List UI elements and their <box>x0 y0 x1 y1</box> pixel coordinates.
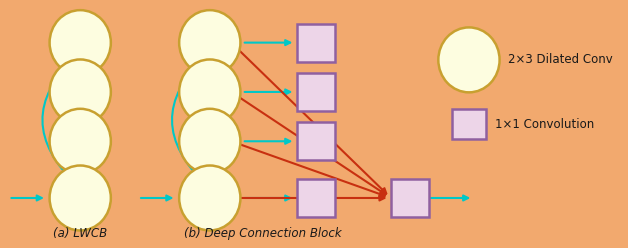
Text: (b) Deep Connection Block: (b) Deep Connection Block <box>184 227 342 240</box>
Text: (a) LWCB: (a) LWCB <box>53 227 107 240</box>
Ellipse shape <box>179 109 241 174</box>
Ellipse shape <box>438 28 500 92</box>
Ellipse shape <box>179 165 241 230</box>
Ellipse shape <box>50 10 111 75</box>
Text: 2×3 Dilated Conv: 2×3 Dilated Conv <box>509 53 613 66</box>
Ellipse shape <box>50 60 111 124</box>
Ellipse shape <box>179 10 241 75</box>
Bar <box>391 179 429 217</box>
Bar <box>296 73 335 111</box>
Ellipse shape <box>179 60 241 124</box>
Bar <box>296 122 335 160</box>
Bar <box>296 179 335 217</box>
Bar <box>296 24 335 62</box>
Ellipse shape <box>50 165 111 230</box>
Bar <box>452 109 486 139</box>
Ellipse shape <box>50 109 111 174</box>
Text: 1×1 Convolution: 1×1 Convolution <box>495 118 594 130</box>
